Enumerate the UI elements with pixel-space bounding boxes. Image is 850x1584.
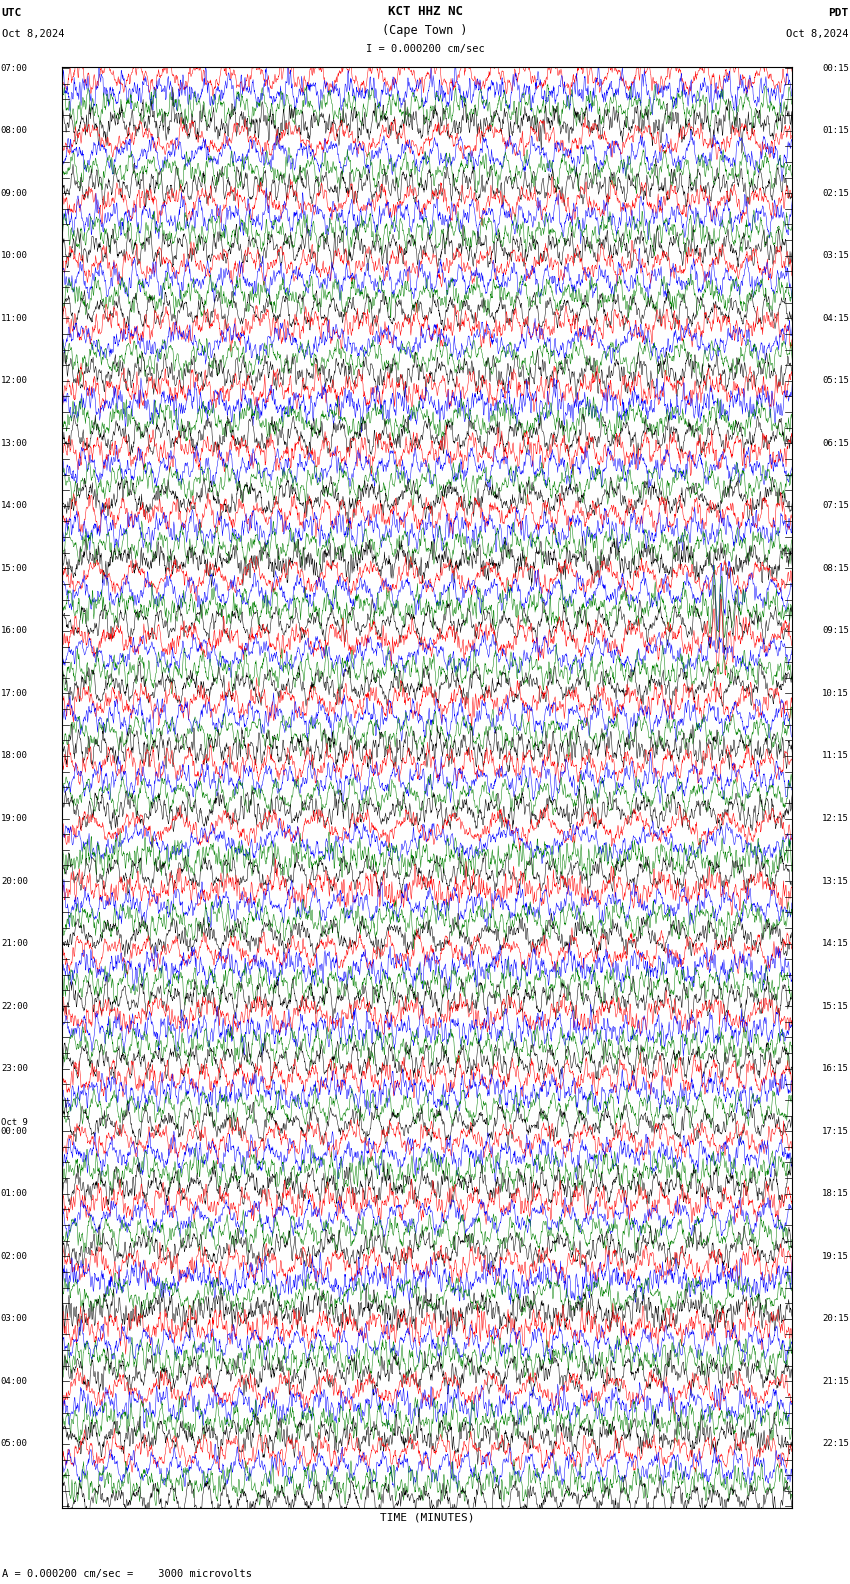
Text: 18:15: 18:15 xyxy=(822,1190,849,1198)
Text: A = 0.000200 cm/sec =    3000 microvolts: A = 0.000200 cm/sec = 3000 microvolts xyxy=(2,1570,252,1579)
Text: 02:15: 02:15 xyxy=(822,188,849,198)
Text: 08:15: 08:15 xyxy=(822,564,849,573)
Text: 09:00: 09:00 xyxy=(1,188,28,198)
Text: 17:00: 17:00 xyxy=(1,689,28,699)
Text: 21:15: 21:15 xyxy=(822,1376,849,1386)
Text: KCT HHZ NC: KCT HHZ NC xyxy=(388,5,462,17)
Text: UTC: UTC xyxy=(2,8,22,17)
Text: 01:00: 01:00 xyxy=(1,1190,28,1198)
Text: 01:15: 01:15 xyxy=(822,127,849,135)
Text: (Cape Town ): (Cape Town ) xyxy=(382,24,468,36)
Text: 05:00: 05:00 xyxy=(1,1440,28,1448)
Text: I = 0.000200 cm/sec: I = 0.000200 cm/sec xyxy=(366,44,484,54)
Text: 07:00: 07:00 xyxy=(1,63,28,73)
Text: 20:00: 20:00 xyxy=(1,876,28,885)
Text: 14:00: 14:00 xyxy=(1,502,28,510)
Text: Oct 9: Oct 9 xyxy=(1,1117,28,1126)
Text: 13:00: 13:00 xyxy=(1,439,28,448)
Text: Oct 8,2024: Oct 8,2024 xyxy=(2,29,65,38)
Text: 11:15: 11:15 xyxy=(822,751,849,760)
Text: 21:00: 21:00 xyxy=(1,939,28,949)
Text: 13:15: 13:15 xyxy=(822,876,849,885)
Text: 22:00: 22:00 xyxy=(1,1001,28,1011)
Text: 19:15: 19:15 xyxy=(822,1251,849,1261)
Text: 00:00: 00:00 xyxy=(1,1126,28,1136)
Text: 11:00: 11:00 xyxy=(1,314,28,323)
Text: 08:00: 08:00 xyxy=(1,127,28,135)
Text: 12:00: 12:00 xyxy=(1,377,28,385)
Text: 05:15: 05:15 xyxy=(822,377,849,385)
Text: 00:15: 00:15 xyxy=(822,63,849,73)
Text: 22:15: 22:15 xyxy=(822,1440,849,1448)
Text: 15:00: 15:00 xyxy=(1,564,28,573)
Text: 10:00: 10:00 xyxy=(1,252,28,260)
Text: 12:15: 12:15 xyxy=(822,814,849,824)
Text: PDT: PDT xyxy=(828,8,848,17)
Text: 03:15: 03:15 xyxy=(822,252,849,260)
Text: 02:00: 02:00 xyxy=(1,1251,28,1261)
Text: 20:15: 20:15 xyxy=(822,1315,849,1323)
Text: 16:00: 16:00 xyxy=(1,626,28,635)
Text: 10:15: 10:15 xyxy=(822,689,849,699)
Text: 18:00: 18:00 xyxy=(1,751,28,760)
Text: 17:15: 17:15 xyxy=(822,1126,849,1136)
Text: Oct 8,2024: Oct 8,2024 xyxy=(785,29,848,38)
Text: 07:15: 07:15 xyxy=(822,502,849,510)
Text: 16:15: 16:15 xyxy=(822,1064,849,1072)
X-axis label: TIME (MINUTES): TIME (MINUTES) xyxy=(380,1513,474,1522)
Text: 19:00: 19:00 xyxy=(1,814,28,824)
Text: 14:15: 14:15 xyxy=(822,939,849,949)
Text: 23:00: 23:00 xyxy=(1,1064,28,1072)
Text: 06:15: 06:15 xyxy=(822,439,849,448)
Text: 04:15: 04:15 xyxy=(822,314,849,323)
Text: 09:15: 09:15 xyxy=(822,626,849,635)
Text: 15:15: 15:15 xyxy=(822,1001,849,1011)
Text: 03:00: 03:00 xyxy=(1,1315,28,1323)
Text: 04:00: 04:00 xyxy=(1,1376,28,1386)
